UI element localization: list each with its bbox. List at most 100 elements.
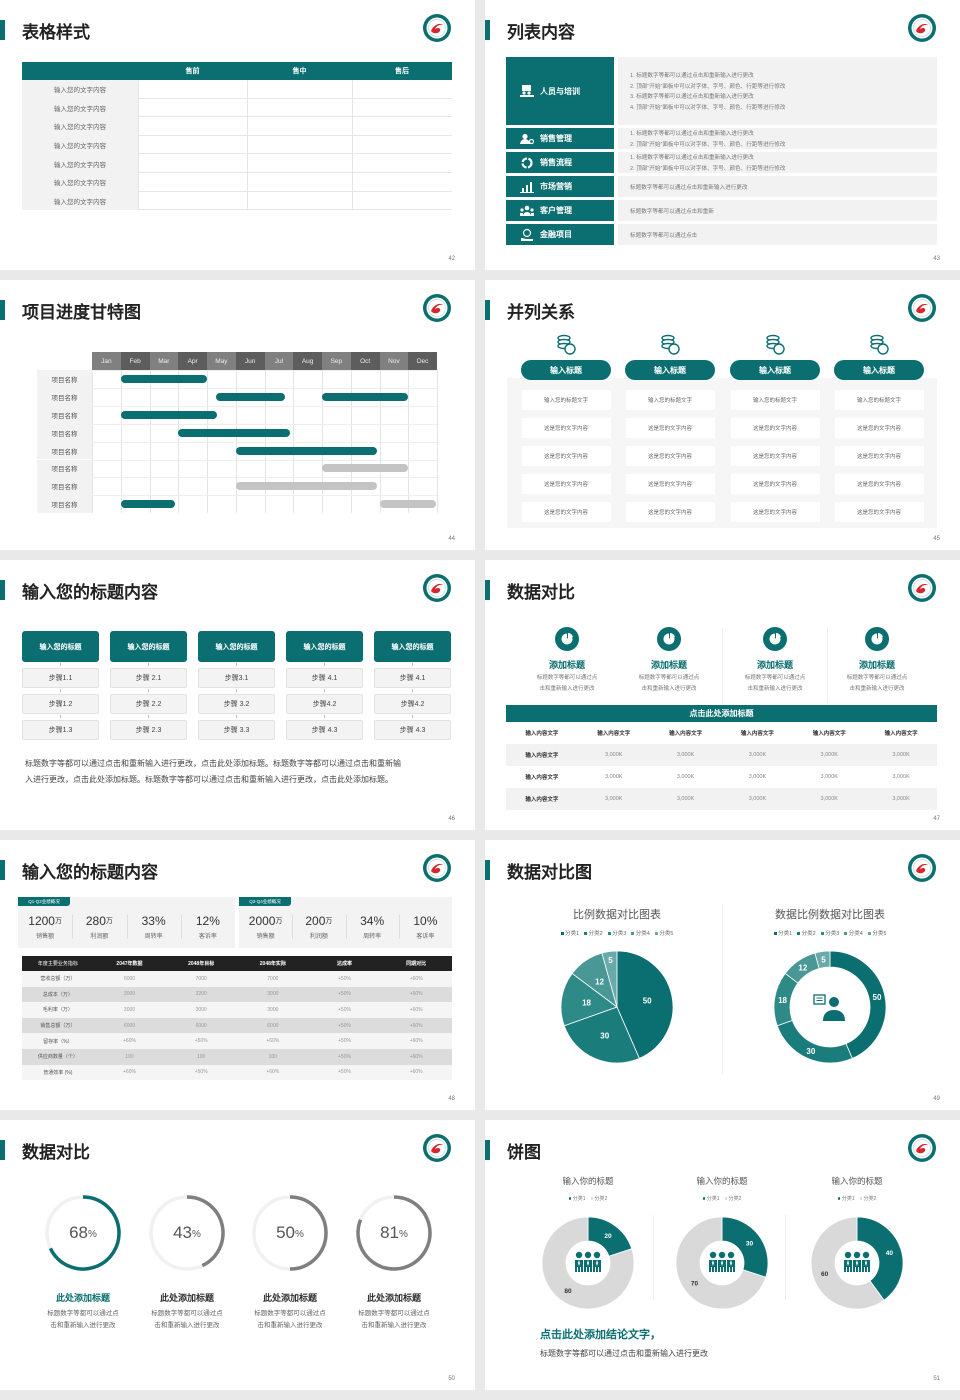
table-row: 销售总额（万） 6000 6000 6000 +50% +60% bbox=[22, 1017, 452, 1034]
person-gear-icon bbox=[520, 133, 535, 144]
data-label: 18 bbox=[582, 998, 591, 1007]
logo-inner-line bbox=[913, 299, 931, 317]
table-cell: +50% bbox=[338, 1038, 351, 1045]
data-label: 30 bbox=[806, 1047, 815, 1056]
connector-dot bbox=[147, 715, 149, 718]
table-cell: +50% bbox=[338, 1006, 351, 1013]
column-heading: 输入标题 bbox=[834, 360, 924, 380]
table-row: 输入您的文字内容 bbox=[22, 154, 452, 173]
list-category: 销售流程 bbox=[506, 152, 614, 173]
legend-label: 分类1 bbox=[841, 1196, 855, 1202]
money-hand-icon bbox=[521, 228, 533, 241]
data-label: 80 bbox=[564, 1288, 572, 1295]
slide-44[interactable]: 项目进度甘特图 44 Jan Feb Mar Apr May Jun Jul Aug Sep Oct N… bbox=[0, 280, 475, 550]
percent-unit: % bbox=[295, 1229, 304, 1240]
chart-slice bbox=[560, 972, 618, 1027]
content-cell: 这是您的文字内容 bbox=[730, 446, 820, 466]
row-label: 输入您的文字内容 bbox=[22, 173, 138, 192]
slide-48[interactable]: 输入您的标题内容 48 Q1-Q2业绩概况 1200 万销售额 280 万利润额 33% 周转率… bbox=[0, 840, 475, 1110]
table-cell bbox=[352, 154, 452, 173]
slide-43[interactable]: 列表内容 43 人员与培训 1. 标题数字等都可以通过点击和重新输入进行更改 2. 顶部… bbox=[485, 0, 960, 270]
circle bbox=[522, 91, 526, 95]
table-cell bbox=[138, 80, 247, 99]
kpi-label: 利润额 bbox=[309, 933, 328, 940]
legend-label: 分类3 bbox=[825, 931, 840, 937]
list-line: 1. 标题数字等都可以通过点击和重新输入进行更改 bbox=[630, 131, 754, 138]
title-accent-bar bbox=[0, 860, 5, 880]
kpi-value: 1200 万 bbox=[18, 912, 72, 930]
circle bbox=[528, 138, 535, 144]
table-cell: 3,000K bbox=[676, 752, 695, 758]
head bbox=[584, 1251, 592, 1259]
list-line: 标题数字等都可以通过点击 bbox=[630, 232, 698, 239]
chart-slice bbox=[856, 1216, 904, 1301]
rect bbox=[522, 85, 531, 91]
data-label: 70 bbox=[691, 1280, 699, 1287]
paragraph-line: 入进行更改，点击此处添加标题。标题数字等都可以通过点击和重新输入进行更改，点击此… bbox=[25, 774, 393, 784]
step-heading: 输入您的标题 bbox=[110, 631, 187, 662]
connector-dot bbox=[323, 663, 325, 666]
list-line: 3. 标题数字等都可以通过点击和重新输入进行更改 bbox=[630, 94, 754, 101]
content-cell: 这是您的文字内容 bbox=[834, 474, 924, 494]
grid-line bbox=[37, 423, 437, 425]
item-desc: 击和重新输入进行更改 bbox=[361, 1322, 427, 1329]
table-cell bbox=[138, 154, 247, 173]
slide-title: 饼图 bbox=[507, 1142, 541, 1162]
conclusion-title: 点击此处添加结论文字， bbox=[540, 1329, 661, 1341]
chart-legend: 分类1 分类2 bbox=[538, 1194, 638, 1203]
connector-dot bbox=[147, 689, 149, 692]
logo-inner bbox=[911, 1137, 933, 1159]
slide-49[interactable]: 数据对比图 49 比例数据对比图表 分类1 分类2 分类3 分类4 分类5 50 30 18 12 5 数… bbox=[485, 840, 960, 1110]
table-row: 输入您的文字内容 bbox=[22, 98, 452, 118]
content-cell: 这是您的文字内容 bbox=[730, 418, 820, 438]
column-header: 2048年目标 bbox=[188, 961, 215, 967]
kpi-unit: 万 bbox=[325, 918, 333, 925]
column-header: 输入内容文字 bbox=[740, 731, 774, 737]
percent-unit: % bbox=[399, 1229, 408, 1240]
divider bbox=[345, 915, 347, 939]
logo-inner bbox=[426, 577, 448, 599]
table-cell: 6000 bbox=[267, 1022, 279, 1029]
table-row: 供应商数量（个） 100 100 100 +50% +60% bbox=[22, 1049, 452, 1065]
slide-47[interactable]: 数据对比 47 添加标题 标题数字等都可以通过点 击和重新输入进行更改 添加标题 标题数字等… bbox=[485, 560, 960, 830]
logo-inner-line bbox=[913, 19, 931, 37]
table-cell bbox=[138, 117, 247, 136]
logo-inner-line bbox=[913, 579, 931, 597]
category-label: 人员与培训 bbox=[540, 86, 580, 96]
logo-inner bbox=[426, 297, 448, 319]
kpi-number: 200 bbox=[305, 914, 326, 928]
path bbox=[520, 138, 530, 144]
slide-46[interactable]: 输入您的标题内容 46 输入您的标题 步骤1.1 步骤1.2 步骤1.3 输入您的标题 步骤 … bbox=[0, 560, 475, 830]
slide-50[interactable]: 数据对比 50 68% 此处添加标题 标题数字等都可以通过点 击和重新输入进行更改 43% 此… bbox=[0, 1120, 475, 1390]
page-number: 45 bbox=[933, 536, 940, 542]
content-cell: 输入您的标题文字 bbox=[730, 390, 820, 410]
title-accent-bar bbox=[485, 860, 490, 880]
slide-42[interactable]: 表格样式 42 售前 售中 售后 输入您的文字内容 输入您的文字内容 输入您的文字内容 输入您的… bbox=[0, 0, 475, 270]
row-label: 输入您的文字内容 bbox=[22, 117, 138, 136]
data-label: 60 bbox=[821, 1271, 829, 1278]
logo-swirl bbox=[916, 583, 928, 594]
table-cell: +50% bbox=[338, 991, 351, 998]
head bbox=[593, 1251, 601, 1259]
ring-progress bbox=[48, 1195, 121, 1271]
dollar-coin bbox=[564, 343, 576, 355]
table-row: 输入内容文字 3,000K 3,000K 3,000K 3,000K 3,000K bbox=[506, 744, 937, 766]
chart-slice bbox=[601, 950, 618, 1008]
task-label: 项目名称 bbox=[37, 477, 92, 496]
logo-inner bbox=[911, 297, 933, 319]
grid-line bbox=[37, 495, 437, 497]
row-label: 输入您的文字内容 bbox=[22, 98, 138, 118]
table-cell: +60% bbox=[409, 991, 423, 998]
month-header: Sep bbox=[322, 352, 351, 370]
percent-number: 81 bbox=[380, 1223, 399, 1242]
feature-title: 添加标题 bbox=[858, 659, 895, 670]
legend-item: 分类3 bbox=[607, 929, 626, 937]
slide-51[interactable]: 饼图 51 输入你的标题 分类1 分类2 20 80 输入你的标题 分类1 分类2 30 70 输入你的… bbox=[485, 1120, 960, 1390]
kpi-panel: Q3-Q4业绩概况 2000 万销售额 200 万利润额 34% 周转率 10% 客诉率 bbox=[239, 897, 452, 948]
slide-45[interactable]: 并列关系 45 输入标题 输入您的标题文字 这是您的文字内容 这是您的文字内容 这是您的文字… bbox=[485, 280, 960, 550]
column-header: 售前 bbox=[185, 68, 200, 75]
table-cell bbox=[352, 173, 452, 192]
rect bbox=[531, 212, 534, 216]
list-line: 标题数字等都可以通过点击和重新 bbox=[630, 208, 714, 215]
item-title: 此处添加标题 bbox=[366, 1293, 421, 1303]
